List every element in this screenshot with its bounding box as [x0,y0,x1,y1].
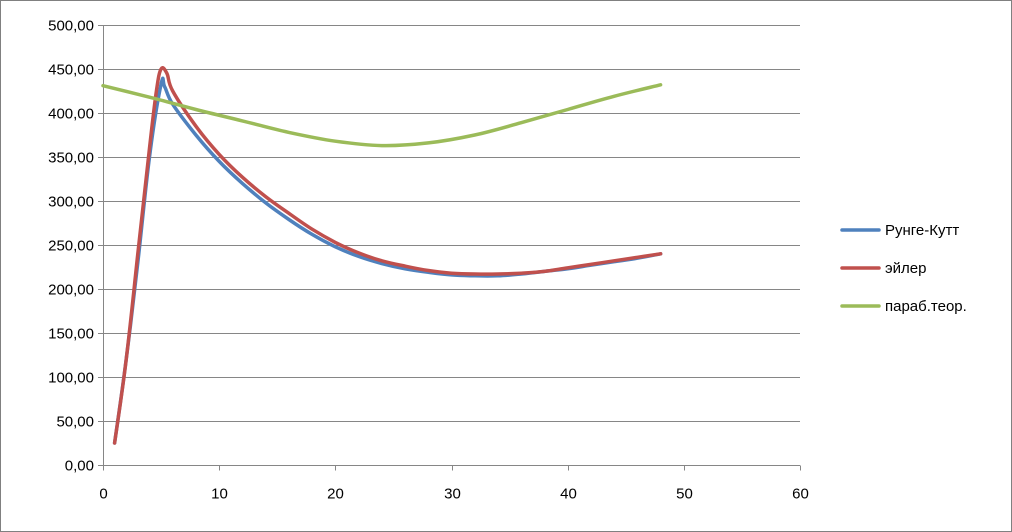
x-tick-label: 0 [99,486,107,503]
x-tick-label: 30 [444,486,461,503]
x-tick-label: 40 [560,486,577,503]
legend: Рунге-Кутт эйлер параб.теор. [840,222,967,315]
y-tick-label: 100,00 [48,370,94,387]
x-tick-label: 20 [327,486,344,503]
x-tick-label: 10 [211,486,228,503]
y-tick-label: 300,00 [48,194,94,211]
legend-label-2: эйлер [885,260,926,277]
legend-label-1: Рунге-Кутт [885,222,959,239]
series-line-3 [101,83,663,148]
series-lines [101,66,663,445]
axes: 0,00 50,00 100,00 150,00 200,00 250,00 300,00 3… [48,18,809,503]
y-tick-label: 50,00 [56,414,94,431]
y-tick-label: 150,00 [48,326,94,343]
x-tick-label: 60 [792,486,809,503]
y-tick-label: 200,00 [48,282,94,299]
series-line-2 [112,66,663,445]
legend-label-3: параб.теор. [885,298,967,315]
y-tick-label: 0,00 [65,458,94,475]
y-tick-label: 500,00 [48,18,94,35]
y-tick-label: 450,00 [48,62,94,79]
y-tick-label: 250,00 [48,238,94,255]
y-tick-label: 350,00 [48,150,94,167]
gridlines [103,25,800,422]
x-tick-label: 50 [676,486,693,503]
y-tick-label: 400,00 [48,106,94,123]
